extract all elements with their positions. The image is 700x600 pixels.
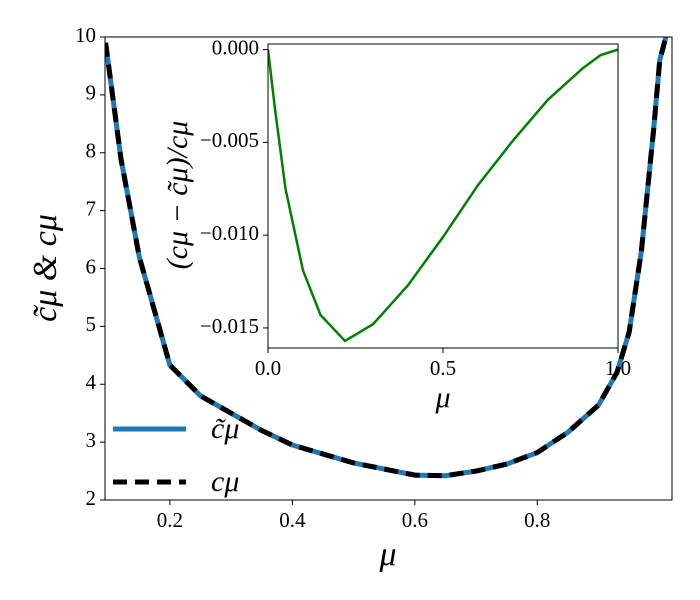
x-tick-label: 0.2 [157,508,183,532]
y-tick-label: −0.005 [200,128,259,152]
y-tick-label: 5 [86,312,97,336]
axes: 0.0 0.5 1.0 0.000 −0.005 −0.010 −0.015 μ (cμ − c… [161,35,631,414]
y-tick-label: 4 [86,370,97,394]
x-axis-label: μ [378,536,396,573]
y-tick-label: 3 [86,428,97,452]
y-axis-label: (cμ − c̃μ)/cμ [161,121,194,270]
x-tick-label: 0.4 [279,508,306,532]
y-tick-label: −0.010 [200,221,259,245]
y-tick-label: 7 [86,196,97,220]
x-axis-label: μ [434,381,450,414]
y-tick-label: 9 [86,81,97,105]
x-tick-label: 0.5 [430,356,456,380]
series-line [268,48,618,343]
legend-label: cμ [211,465,239,498]
x-tick-label: 1.0 [605,356,631,380]
y-tick-label: 10 [75,23,96,47]
axes-background [268,44,618,348]
legend-label: c̃μ [211,412,239,445]
y-axis-label: c̃μ & cμ [27,214,64,322]
x-tick-label: 0.0 [255,356,281,380]
y-tick-label: 8 [86,139,97,163]
y-tick-label: 0.000 [212,35,259,59]
series-line [105,37,669,479]
y-tick-label: 2 [86,486,97,510]
y-tick-label: −0.015 [200,314,259,338]
x-tick-label: 0.8 [524,508,550,532]
x-tick-label: 0.6 [402,508,428,532]
y-tick-label: 6 [86,254,97,278]
